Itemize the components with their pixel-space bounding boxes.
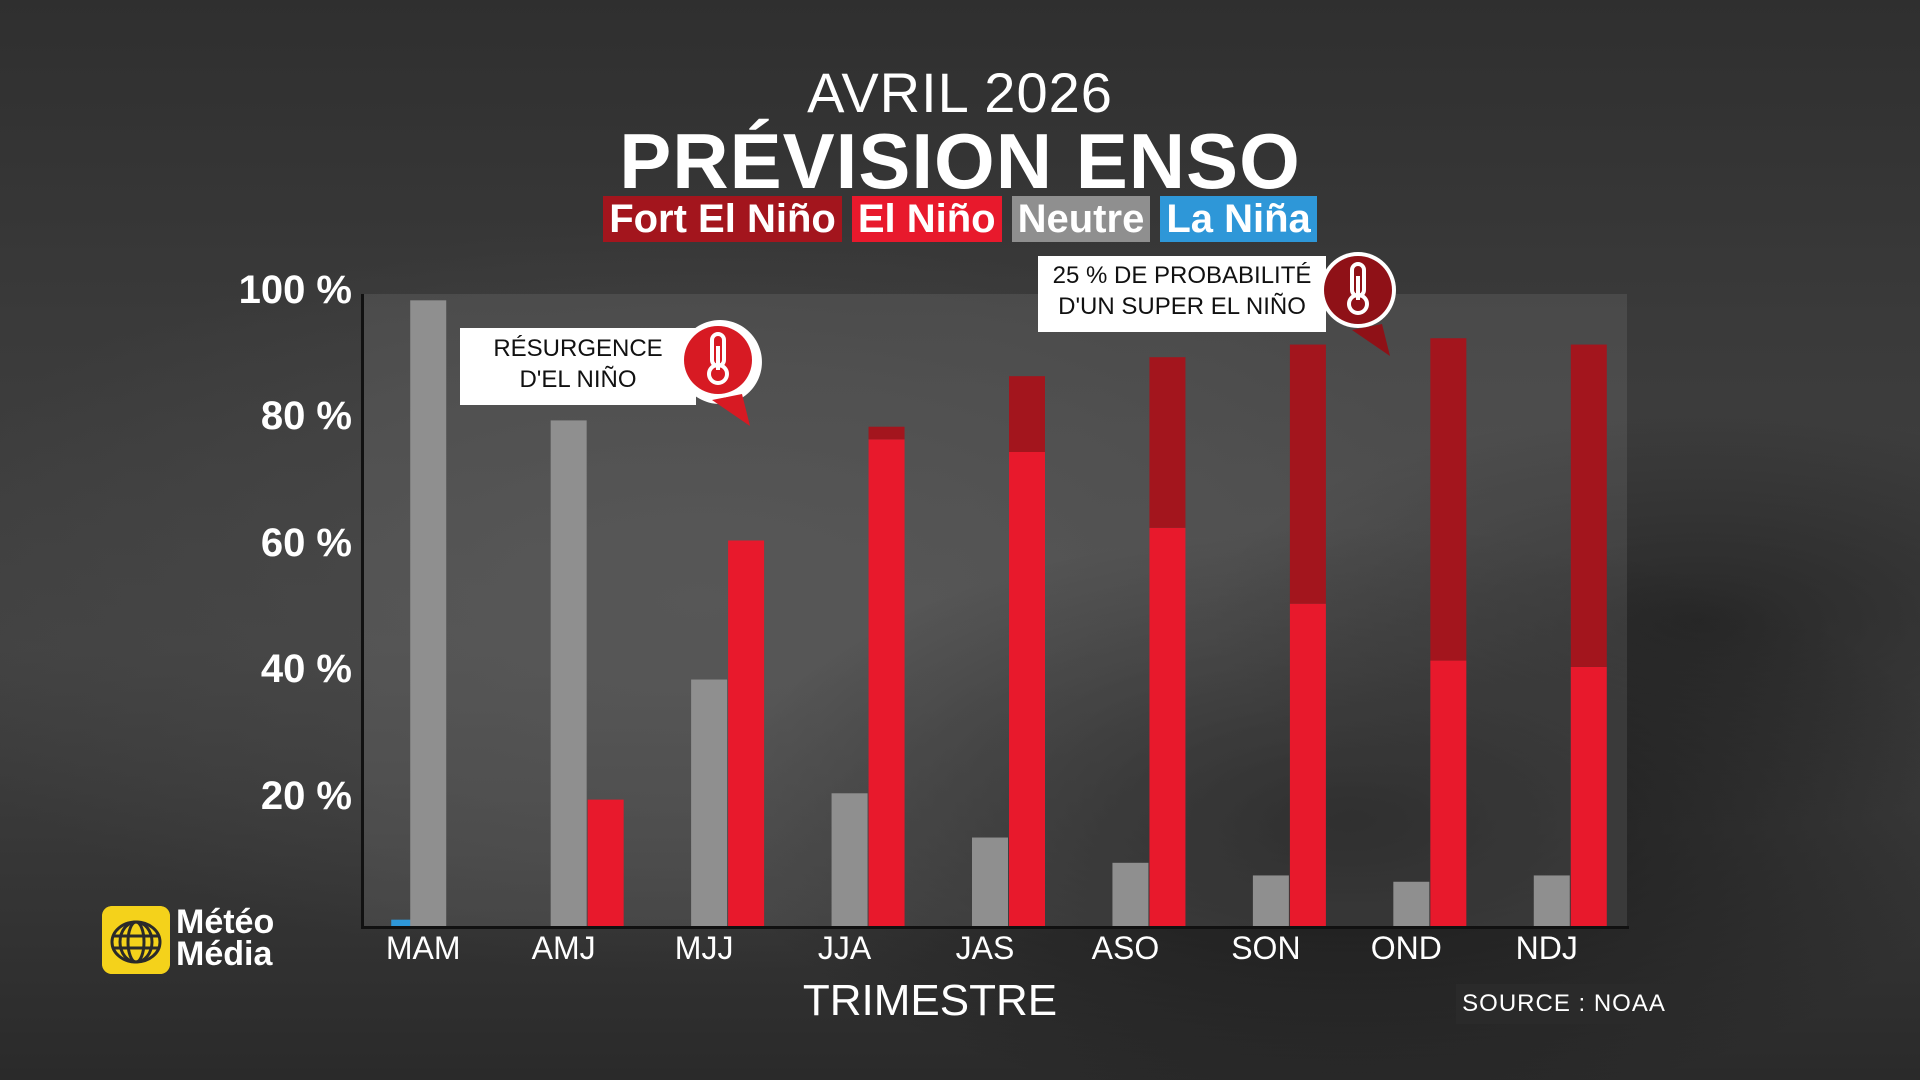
x-tick-label: SON [1231, 930, 1301, 966]
legend: Fort El Niño El Niño Neutre La Niña [0, 196, 1920, 242]
callout-resurgence-line2: D'EL NIÑO [519, 366, 637, 393]
x-tick-label: AMJ [531, 930, 596, 966]
y-tick-label: 60 % [260, 520, 352, 565]
bar-el-nino-ond [1430, 660, 1467, 926]
bar-neutre-aso [1112, 862, 1149, 926]
legend-la-nina: La Niña [1160, 196, 1317, 242]
bar-el-nino-amj [587, 799, 624, 926]
x-tick-label: MAM [385, 930, 461, 966]
bar-fort-el-nino-ond [1430, 338, 1467, 661]
brand-line2: Média [176, 935, 273, 973]
legend-el-nino: El Niño [851, 196, 1002, 242]
bar-neutre-mam [410, 300, 447, 926]
legend-neutre: Neutre [1011, 196, 1151, 242]
callout-super-line1: 25 % DE PROBABILITÉ [1052, 262, 1312, 289]
bar-neutre-ond [1393, 881, 1430, 926]
source-label: SOURCE : NOAA [1456, 984, 1672, 1024]
brand-line1: Météo [176, 903, 275, 941]
y-tick-label: 40 % [260, 647, 352, 692]
x-tick-label: JAS [955, 930, 1015, 966]
bar-la-nina-mam [391, 919, 428, 926]
bar-neutre-jas [972, 837, 1008, 926]
thermometer-icon [677, 320, 762, 426]
chart-subtitle: AVRIL 2026 [807, 61, 1113, 124]
meteo-media-logo [102, 906, 170, 974]
x-axis-label: TRIMESTRE [802, 976, 1058, 1025]
bar-el-nino-jja [868, 439, 905, 926]
bar-fort-el-nino-son [1289, 344, 1326, 604]
bar-el-nino-jas [1009, 452, 1045, 926]
bar-neutre-jja [831, 793, 868, 926]
x-tick-label: OND [1370, 930, 1442, 966]
thermometer-icon [1320, 252, 1396, 356]
bar-neutre-son [1252, 875, 1289, 926]
bar-el-nino-son [1289, 603, 1326, 926]
bar-el-nino-mjj [728, 540, 765, 926]
callout-super-el-nino: 25 % DE PROBABILITÉ D'UN SUPER EL NIÑO [1038, 256, 1326, 332]
bar-fort-el-nino-jas [1009, 376, 1045, 452]
y-tick-label: 80 % [260, 394, 352, 439]
bar-fort-el-nino-aso [1149, 357, 1186, 528]
chart-title: PRÉVISION ENSO [619, 117, 1301, 205]
brand-name: Météo Média [176, 903, 275, 973]
x-axis [361, 926, 1629, 929]
bar-neutre-mjj [691, 679, 728, 926]
y-tick-label: 100 % [238, 268, 352, 312]
legend-fort-el-nino: Fort El Niño [603, 196, 842, 242]
bar-neutre-amj [550, 420, 587, 926]
x-tick-label: JJA [817, 930, 872, 966]
y-axis [361, 294, 364, 928]
callout-super-line2: D'UN SUPER EL NIÑO [1058, 293, 1306, 320]
x-tick-label: ASO [1091, 930, 1160, 966]
bar-neutre-ndj [1533, 875, 1570, 926]
x-tick-label: NDJ [1515, 930, 1578, 966]
callout-resurgence: RÉSURGENCE D'EL NIÑO [460, 328, 696, 405]
x-tick-label: MJJ [674, 930, 734, 966]
bar-el-nino-ndj [1570, 666, 1607, 926]
y-tick-label: 20 % [260, 773, 352, 818]
bar-fort-el-nino-jja [868, 426, 905, 440]
bar-el-nino-aso [1149, 527, 1186, 926]
callout-resurgence-line1: RÉSURGENCE [493, 335, 663, 362]
bar-fort-el-nino-ndj [1570, 344, 1607, 667]
